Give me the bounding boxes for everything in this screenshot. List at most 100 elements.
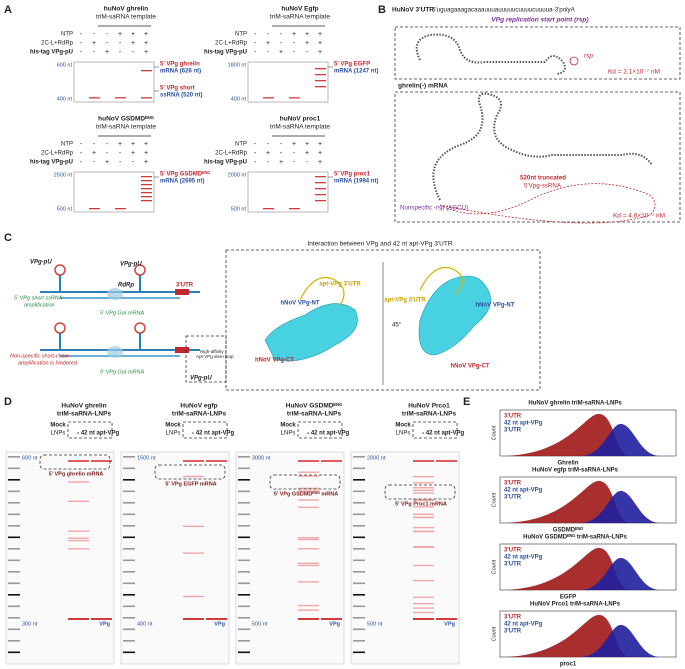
label: hNoV VPg-CT xyxy=(451,364,490,370)
stem-loop xyxy=(54,264,66,276)
band xyxy=(436,460,457,462)
label: - xyxy=(192,430,195,437)
highlight xyxy=(39,454,111,470)
label: HuNoV GSDMDᴱᴺᴳ xyxy=(286,403,343,410)
label: VPg xyxy=(214,621,225,627)
ladder-band xyxy=(123,513,135,516)
label: + xyxy=(92,150,96,157)
band xyxy=(298,609,319,611)
band xyxy=(141,180,152,182)
band xyxy=(141,200,152,202)
band xyxy=(413,489,434,491)
label: 500 nt xyxy=(231,206,247,212)
label: VPg xyxy=(99,621,110,627)
label: Non-specific short-chain xyxy=(10,353,69,359)
ladder-band xyxy=(353,571,365,573)
label: HuNoV Prco1 xyxy=(408,403,450,410)
label: triM-saRNA-LNPs xyxy=(172,411,227,418)
ladder-band xyxy=(8,502,20,504)
label: NTP xyxy=(235,32,247,38)
label: huNoV ghrelin xyxy=(104,6,148,13)
label: Mock xyxy=(50,423,66,429)
rdrp xyxy=(107,346,123,358)
band xyxy=(298,471,319,473)
label: - xyxy=(119,150,122,157)
label: - xyxy=(80,31,83,38)
label: - xyxy=(293,40,296,47)
rna-ribbon xyxy=(299,276,345,306)
lane-group xyxy=(297,421,343,439)
label: + xyxy=(144,141,148,148)
label: triM-saRNA template xyxy=(96,14,156,21)
band xyxy=(68,548,89,550)
gel xyxy=(235,451,345,665)
label: - xyxy=(254,150,257,157)
label: + xyxy=(279,49,283,56)
label: - xyxy=(307,430,310,437)
band xyxy=(183,552,204,554)
band xyxy=(206,618,227,620)
label: VPg-pU xyxy=(30,260,52,266)
band xyxy=(413,492,434,494)
band xyxy=(183,618,204,620)
ladder-band xyxy=(238,617,250,619)
gel xyxy=(73,171,155,213)
label: 5' VPg GSDMDᴱᴺᴳ mRNA xyxy=(274,490,338,497)
label: - xyxy=(293,150,296,157)
band xyxy=(263,208,274,210)
label: VPg-pU xyxy=(120,262,142,268)
label: 2500 nt xyxy=(54,172,73,178)
protein-surface xyxy=(264,303,358,362)
band xyxy=(141,184,152,186)
protein-surface xyxy=(418,275,491,356)
band xyxy=(206,460,227,462)
ladder-band xyxy=(8,456,20,458)
label: proc1 xyxy=(560,662,577,668)
label: Count xyxy=(491,626,497,641)
band xyxy=(298,475,319,477)
band xyxy=(413,611,434,614)
label: HuNoV Prco1 triM-saRNA-LNPs xyxy=(530,602,621,608)
label: 5' VPg proc1 xyxy=(334,172,371,178)
ladder-band xyxy=(238,651,250,654)
ladder-band xyxy=(123,582,135,585)
label: - xyxy=(93,49,96,56)
label: - xyxy=(119,49,122,56)
gel xyxy=(247,61,329,103)
ladder-band xyxy=(238,640,250,642)
label: VPg xyxy=(329,621,340,627)
label: - xyxy=(106,31,109,38)
label: + xyxy=(144,49,148,56)
ladder-band xyxy=(238,490,250,493)
label: + xyxy=(118,141,122,148)
ladder-band xyxy=(8,640,20,642)
label: HuNoV 3'UTR xyxy=(392,7,434,14)
rna-ribbon xyxy=(419,266,464,296)
label: - xyxy=(422,430,425,437)
band xyxy=(321,618,342,620)
gel xyxy=(73,61,155,103)
label: + xyxy=(318,49,322,56)
ladder-band xyxy=(123,456,135,458)
utr-block xyxy=(175,347,189,353)
ladder-band xyxy=(238,605,250,608)
ladder-band xyxy=(353,559,365,562)
ladder-band xyxy=(353,651,365,654)
label: - xyxy=(306,49,309,56)
label: apt-VPg 3'UTR xyxy=(319,282,361,288)
ladder-band xyxy=(353,548,365,550)
label: mRNA (1994 nt) xyxy=(334,179,378,185)
ladder-band xyxy=(353,605,365,608)
label: - xyxy=(267,159,270,166)
label: his-tag VPg-pU xyxy=(204,50,247,56)
rna-structure xyxy=(415,33,566,75)
label: Kd = 4.6×10⁻⁷ nM xyxy=(613,213,665,220)
label: 2C-L+RdRp xyxy=(41,41,74,47)
band xyxy=(315,80,326,82)
label: - xyxy=(293,159,296,166)
ladder-band xyxy=(123,490,135,493)
label: mRNA (2695 nt) xyxy=(160,179,204,185)
band xyxy=(413,618,434,620)
ladder-band xyxy=(123,559,135,562)
